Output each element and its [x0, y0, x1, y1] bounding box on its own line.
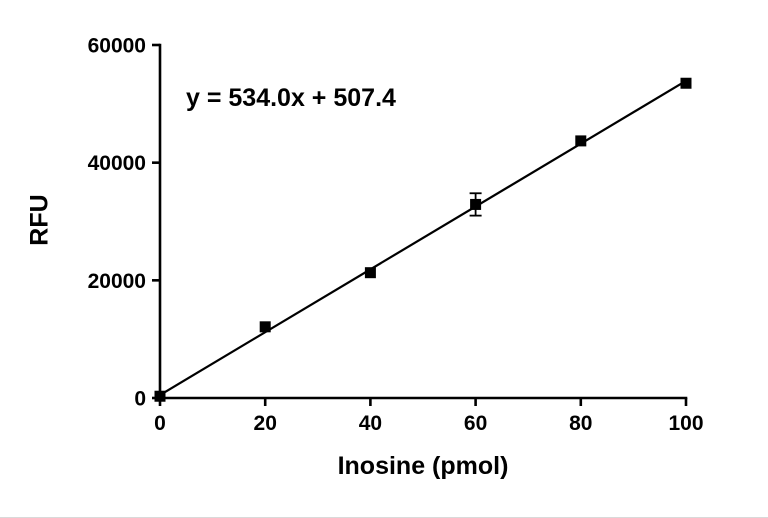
x-tick-label: 100	[668, 412, 703, 435]
y-tick-label: 0	[134, 388, 146, 411]
y-tick-label: 60000	[88, 35, 146, 58]
data-point	[470, 198, 482, 210]
x-axis-title: Inosine (pmol)	[337, 452, 509, 480]
data-point	[154, 390, 166, 402]
x-tick-label: 20	[254, 412, 277, 435]
y-axis-title: RFU	[25, 194, 54, 246]
data-point	[364, 267, 376, 279]
axes: 0 20000 40000 60000 0 20 40 60 80 100	[88, 35, 704, 436]
x-tick-label: 80	[569, 412, 592, 435]
data-point	[575, 135, 587, 147]
data-point	[259, 321, 271, 333]
x-tick-label: 60	[464, 412, 487, 435]
fit-equation-label: y = 534.0x + 507.4	[186, 84, 396, 112]
y-tick-label: 40000	[88, 152, 146, 175]
data-points	[154, 77, 692, 402]
y-tick-label: 20000	[88, 270, 146, 293]
x-tick-label: 0	[154, 412, 166, 435]
x-tick-label: 40	[359, 412, 382, 435]
data-point	[680, 77, 692, 89]
fit-line	[159, 79, 687, 396]
